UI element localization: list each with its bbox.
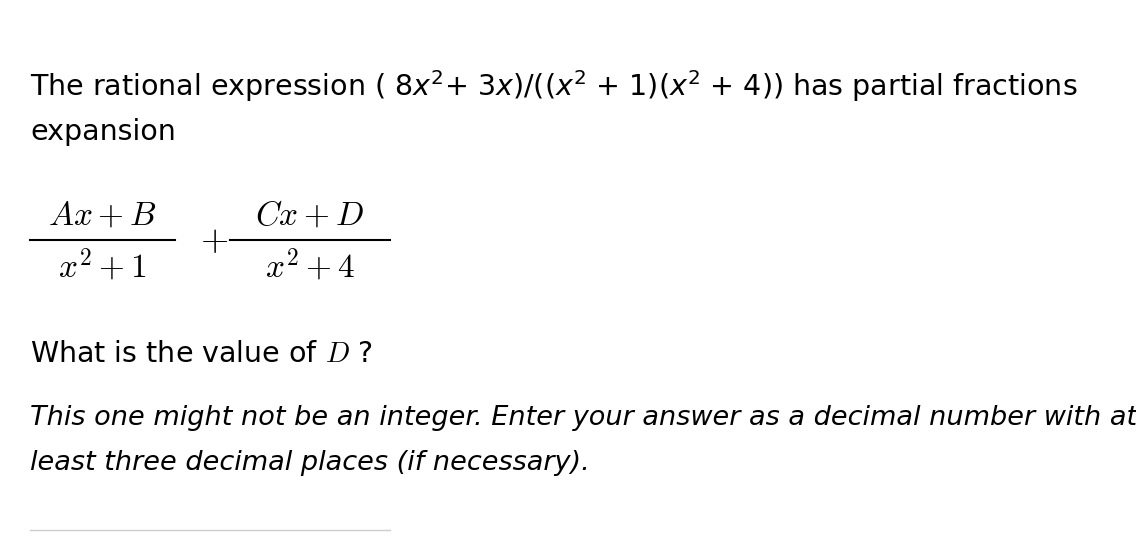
Text: $Cx + D$: $Cx + D$ bbox=[256, 199, 365, 232]
Text: The rational expression ( $8x^2$+ $3x$)/(($x^2$ + 1)($x^2$ + 4)) has partial fra: The rational expression ( $8x^2$+ $3x$)/… bbox=[30, 68, 1078, 104]
Text: $Ax + B$: $Ax + B$ bbox=[48, 199, 157, 232]
Text: $x^2 + 1$: $x^2 + 1$ bbox=[58, 248, 147, 285]
Text: expansion: expansion bbox=[30, 118, 176, 146]
Text: What is the value of $D$ ?: What is the value of $D$ ? bbox=[30, 340, 373, 368]
Text: $+$: $+$ bbox=[200, 223, 228, 257]
Text: $x^2 + 4$: $x^2 + 4$ bbox=[265, 248, 356, 285]
Text: least three decimal places (if necessary).: least three decimal places (if necessary… bbox=[30, 450, 590, 476]
Text: This one might not be an integer. Enter your answer as a decimal number with at: This one might not be an integer. Enter … bbox=[30, 405, 1136, 431]
